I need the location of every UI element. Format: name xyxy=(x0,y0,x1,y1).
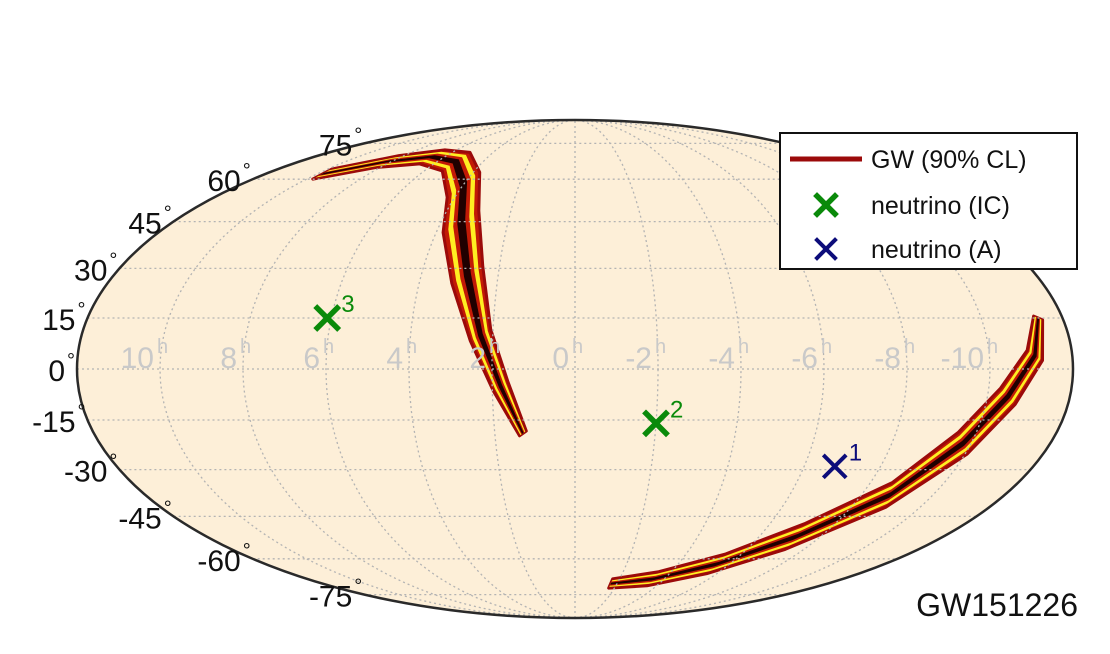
ra-tick-label: -2 xyxy=(625,342,652,375)
meridian-line xyxy=(574,119,659,619)
sky-outline-ellipse xyxy=(75,118,1075,620)
legend-neutrino-ic-label: neutrino (IC) xyxy=(871,192,1010,220)
neutrino-markers: 3 2 1 xyxy=(313,291,862,480)
neutrino-marker xyxy=(642,409,670,438)
dec-tick-unit: ° xyxy=(78,401,86,423)
cross-stroke xyxy=(813,192,839,218)
ra-tick-label: 8 xyxy=(220,342,237,375)
legend-neutrino-a-label: neutrino (A) xyxy=(871,236,1002,264)
dec-tick-label: 45 xyxy=(128,208,161,241)
neutrino-marker xyxy=(821,453,848,480)
ra-tick-unit: h xyxy=(406,336,417,358)
dec-tick-unit: ° xyxy=(78,299,86,321)
dec-tick-label: 0 xyxy=(48,355,65,388)
event-label: GW151226 xyxy=(916,587,1078,623)
cross-stroke xyxy=(814,237,838,261)
dec-tick-label: -30 xyxy=(64,456,107,489)
ra-tick-label: -6 xyxy=(791,342,818,375)
ra-tick-label: 10 xyxy=(121,342,154,375)
dec-tick-unit: ° xyxy=(67,350,75,372)
legend-neutrino-ic-cross-icon xyxy=(813,192,839,218)
cross-icon xyxy=(813,192,839,218)
ra-tick-labels: 10 h 8 h 6 h 4 h 2 h 0 h -2 h -4 h -6 h -8 h -10 h xyxy=(121,336,999,375)
ra-tick-unit: h xyxy=(240,336,251,358)
region-bright-band xyxy=(315,151,526,436)
ra-tick-unit: h xyxy=(489,336,500,358)
dec-tick-label: -75 xyxy=(309,581,352,614)
meridian-line xyxy=(242,119,576,619)
cross-stroke xyxy=(313,304,342,332)
meridian-line xyxy=(491,119,576,619)
cross-stroke xyxy=(642,409,670,438)
legend: GW (90% CL) neutrino (IC) neutrino (A) xyxy=(779,132,1078,270)
dec-tick-label: 30 xyxy=(74,254,107,287)
ra-tick-unit: h xyxy=(323,336,334,358)
meridian-line xyxy=(325,119,576,619)
ra-tick-unit: h xyxy=(655,336,666,358)
graticule xyxy=(76,119,1074,619)
dec-tick-label: -45 xyxy=(118,502,161,535)
dec-tick-unit: ° xyxy=(109,451,117,473)
dec-tick-label: 60 xyxy=(207,165,240,198)
dec-tick-label: -60 xyxy=(197,545,240,578)
meridian-line xyxy=(574,119,825,619)
ra-tick-label: 6 xyxy=(303,342,320,375)
sky-outline xyxy=(75,118,1075,620)
ra-tick-unit: h xyxy=(572,336,583,358)
ra-tick-unit: h xyxy=(157,336,168,358)
neutrino-marker-label: 1 xyxy=(849,439,862,466)
cross-icon xyxy=(814,237,838,261)
neutrino-marker xyxy=(313,304,342,332)
gw-region-2 xyxy=(607,314,1045,590)
dec-tick-labels: 75 °60 °45 °30 °15 °0 °-15 °-30 °-45 °-60 °-75 ° xyxy=(32,124,362,613)
ra-tick-unit: h xyxy=(904,336,915,358)
ra-tick-label: 0 xyxy=(552,342,569,375)
dec-tick-label: 75 xyxy=(319,129,352,162)
ra-tick-label: 4 xyxy=(386,342,403,375)
cross-stroke xyxy=(821,453,848,480)
ra-tick-label: -8 xyxy=(874,342,901,375)
dec-tick-unit: ° xyxy=(164,203,172,225)
ra-tick-label: 2 xyxy=(469,342,486,375)
legend-gw-label: GW (90% CL) xyxy=(871,146,1027,174)
neutrino-marker-label: 3 xyxy=(341,291,354,318)
meridian-line xyxy=(159,119,576,619)
ra-tick-unit: h xyxy=(821,336,832,358)
meridian-line xyxy=(574,119,742,619)
dec-tick-unit: ° xyxy=(243,160,251,182)
dec-tick-label: -15 xyxy=(32,406,75,439)
ra-tick-label: -10 xyxy=(941,342,984,375)
ra-tick-unit: h xyxy=(987,336,998,358)
dec-tick-unit: ° xyxy=(354,576,362,598)
dec-tick-unit: ° xyxy=(164,497,172,519)
neutrino-marker-label: 2 xyxy=(670,396,683,423)
dec-tick-label: 15 xyxy=(42,304,75,337)
legend-neutrino-a-cross-icon xyxy=(814,237,838,261)
ra-tick-label: -4 xyxy=(708,342,735,375)
dec-tick-unit: ° xyxy=(243,540,251,562)
region-core-band xyxy=(610,317,1040,585)
dec-tick-unit: ° xyxy=(109,249,117,271)
meridian-line xyxy=(408,119,576,619)
dec-tick-unit: ° xyxy=(354,124,362,146)
ra-tick-unit: h xyxy=(738,336,749,358)
